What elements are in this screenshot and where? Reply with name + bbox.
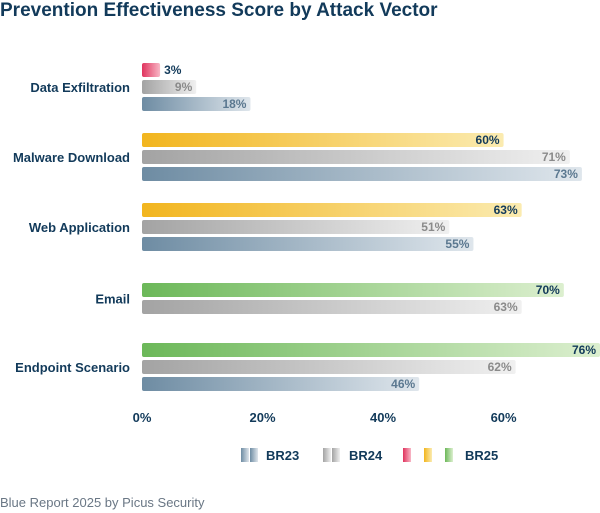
- value-label: 60%: [476, 133, 500, 147]
- category-label: Web Application: [29, 220, 130, 235]
- value-label: 63%: [494, 300, 518, 314]
- category-label: Data Exfiltration: [30, 80, 130, 95]
- value-label: 76%: [572, 343, 596, 357]
- bar-br25: [142, 343, 600, 357]
- value-label: 71%: [542, 150, 566, 164]
- value-label: 3%: [164, 63, 182, 77]
- value-label: 62%: [488, 360, 512, 374]
- bar-br25: [142, 203, 522, 217]
- value-label: 63%: [494, 203, 518, 217]
- value-label: 18%: [222, 97, 246, 111]
- bar-br25: [142, 133, 504, 147]
- legend-swatch: [323, 448, 331, 462]
- legend-label: BR25: [465, 448, 498, 463]
- bar-br25: [142, 283, 564, 297]
- bar-chart: Data Exfiltration Malware Download Web App…: [13, 63, 600, 463]
- legend-swatch: [403, 448, 411, 462]
- legend: BR23 BR24 BR25: [241, 448, 498, 463]
- bar-br23: [142, 237, 474, 251]
- bars: [142, 63, 600, 391]
- value-label: 73%: [554, 167, 578, 181]
- bar-br24: [142, 220, 450, 234]
- legend-swatch: [241, 448, 249, 462]
- category-label: Malware Download: [13, 150, 130, 165]
- bar-br24: [142, 300, 522, 314]
- value-label: 51%: [421, 220, 445, 234]
- x-axis: 0% 20% 40% 60%: [133, 410, 517, 425]
- x-tick-label: 40%: [370, 410, 396, 425]
- x-tick-label: 20%: [250, 410, 276, 425]
- category-label: Email: [95, 292, 130, 307]
- legend-label: BR24: [349, 448, 383, 463]
- value-labels: 3% 9% 18% 60% 71% 73% 63% 51%55% 70% 63% 76% 62% 46%: [164, 63, 596, 391]
- value-label: 9%: [175, 80, 193, 94]
- legend-swatch: [445, 448, 453, 462]
- bar-br24: [142, 360, 516, 374]
- bar-br24: [142, 80, 197, 94]
- bar-br23: [142, 97, 251, 111]
- value-label: 46%: [391, 377, 415, 391]
- x-tick-label: 60%: [491, 410, 517, 425]
- source-note: Blue Report 2025 by Picus Security: [0, 495, 205, 510]
- legend-label: BR23: [266, 448, 299, 463]
- x-tick-label: 0%: [133, 410, 152, 425]
- legend-swatch: [332, 448, 340, 462]
- bar-br23: [142, 167, 582, 181]
- value-label: 55%: [445, 237, 469, 251]
- bar-br25: [142, 63, 161, 77]
- bar-br24: [142, 150, 570, 164]
- legend-swatch: [250, 448, 258, 462]
- value-label: 70%: [536, 283, 560, 297]
- chart-title: Prevention Effectiveness Score by Attack…: [0, 0, 438, 21]
- legend-swatch: [424, 448, 432, 462]
- category-label: Endpoint Scenario: [15, 360, 130, 375]
- bar-br23: [142, 377, 420, 391]
- category-labels: Data Exfiltration Malware Download Web App…: [13, 80, 130, 375]
